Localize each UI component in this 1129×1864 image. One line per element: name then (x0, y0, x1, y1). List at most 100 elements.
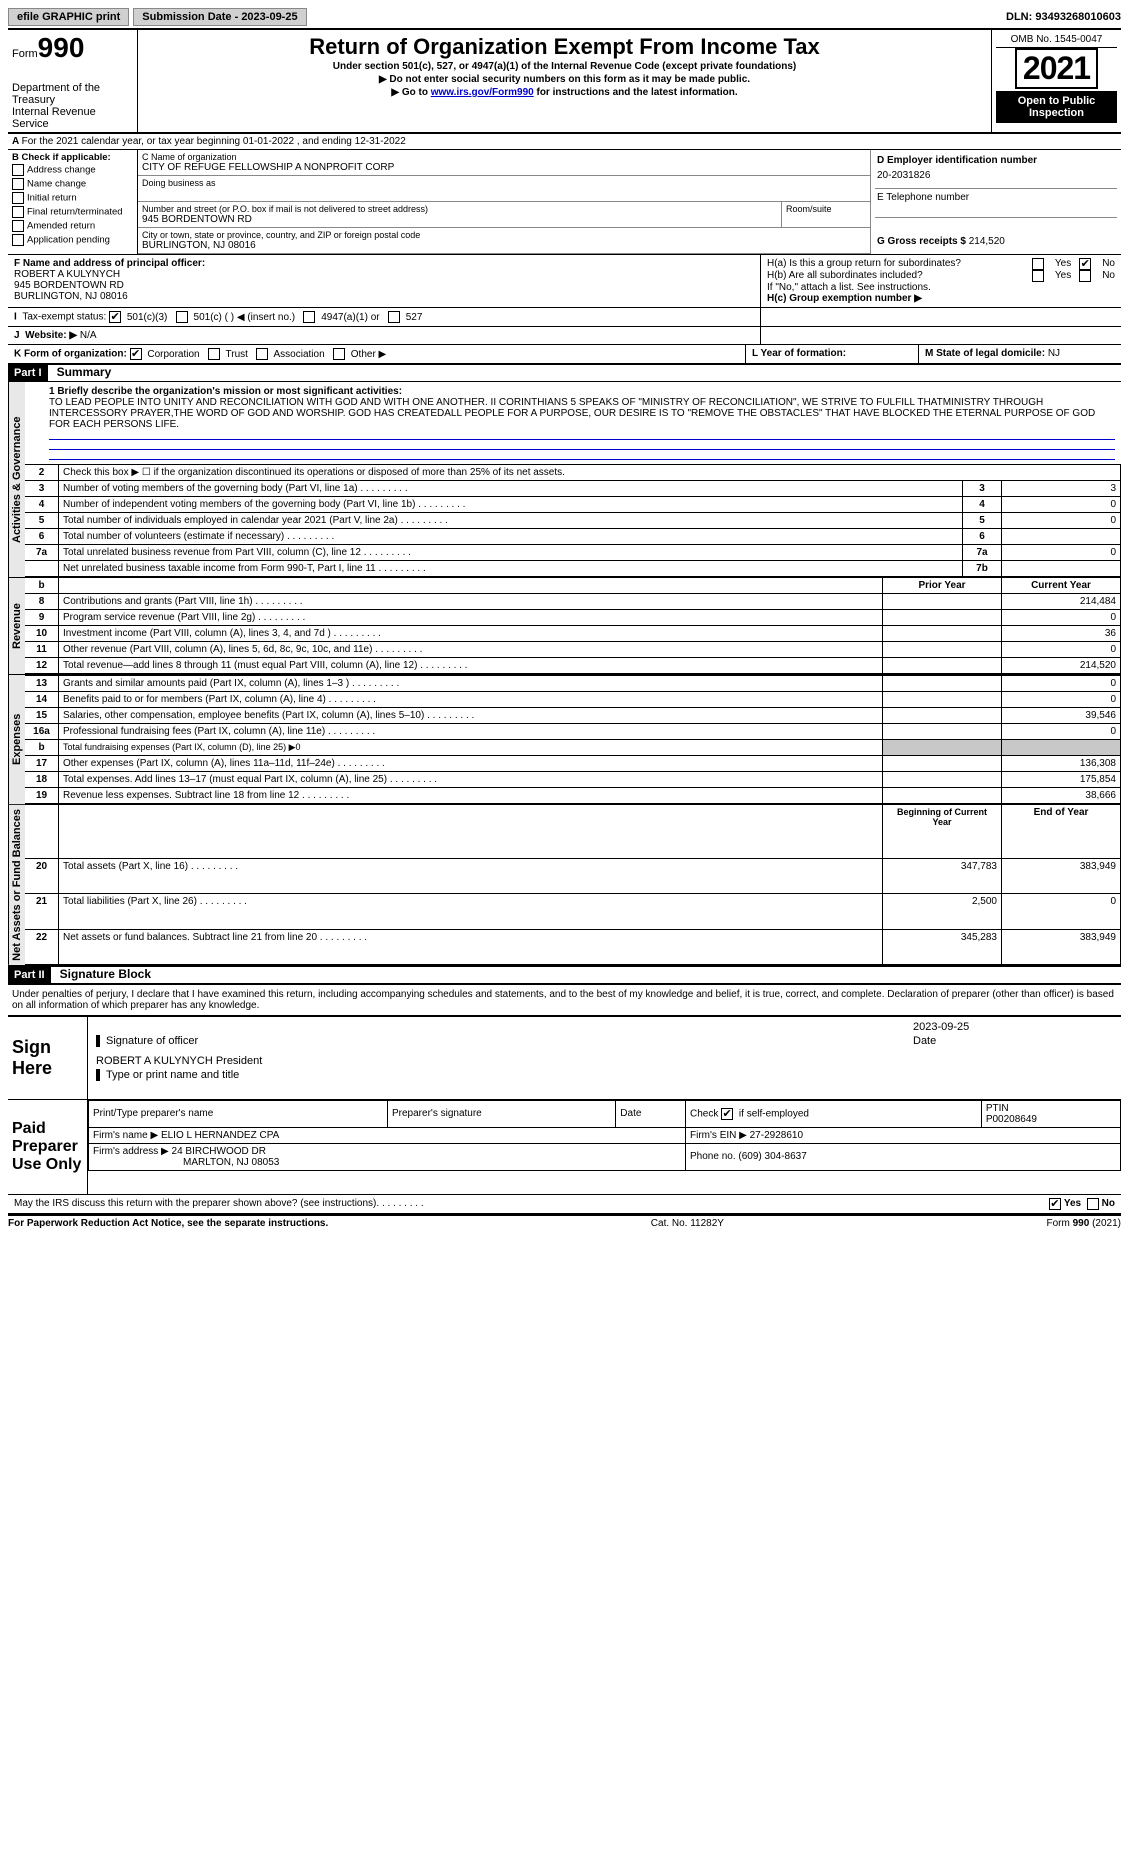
open-public-badge: Open to Public Inspection (996, 91, 1117, 123)
k-cb[interactable] (130, 348, 142, 360)
b-cb[interactable] (12, 206, 24, 218)
irs-link[interactable]: www.irs.gov/Form990 (431, 87, 534, 98)
form-prefix: Form (12, 48, 38, 60)
sig-name-value: ROBERT A KULYNYCH President (96, 1055, 1113, 1067)
prep-date-hdr: Date (616, 1100, 686, 1127)
vert-activities: Activities & Governance (8, 382, 25, 577)
mission-label: 1 Briefly describe the organization's mi… (49, 386, 402, 397)
efile-button[interactable]: efile GRAPHIC print (8, 8, 129, 26)
j-label: Website: ▶ (25, 330, 77, 341)
ha-label: H(a) Is this a group return for subordin… (767, 258, 1024, 270)
irs-text: Internal Revenue Service (12, 106, 133, 130)
cat-number: Cat. No. 11282Y (651, 1218, 724, 1229)
i-label: Tax-exempt status: (22, 312, 106, 323)
b-checkbox-item: Initial return (12, 191, 133, 205)
preparer-block: Paid Preparer Use Only Print/Type prepar… (8, 1099, 1121, 1194)
firm-phone-row: Phone no. (609) 304-8637 (686, 1143, 1121, 1170)
vert-netassets: Net Assets or Fund Balances (8, 805, 25, 965)
i-cb[interactable] (303, 311, 315, 323)
form-title: Return of Organization Exempt From Incom… (138, 30, 991, 60)
dln-text: DLN: 93493268010603 (1006, 11, 1121, 23)
b-checkbox-item: Name change (12, 177, 133, 191)
selfemp-cb[interactable] (721, 1108, 733, 1120)
m-label: M State of legal domicile: (925, 348, 1045, 359)
sign-here-label: Sign Here (8, 1017, 88, 1099)
b-cb[interactable] (12, 234, 24, 246)
mission-text: TO LEAD PEOPLE INTO UNITY AND RECONCILIA… (49, 397, 1095, 430)
i-cb[interactable] (388, 311, 400, 323)
vert-revenue: Revenue (8, 578, 25, 674)
section-c: C Name of organizationCITY OF REFUGE FEL… (138, 150, 871, 254)
summary-activities-table: 2Check this box ▶ ☐ if the organization … (25, 464, 1121, 577)
ha-no-cb[interactable] (1079, 258, 1091, 270)
b-checkbox-item: Final return/terminated (12, 205, 133, 219)
ein-value: 20-2031826 (877, 166, 1115, 185)
officer-name: ROBERT A KULYNYCH (14, 269, 120, 280)
gross-value: 214,520 (969, 236, 1005, 247)
submission-button[interactable]: Submission Date - 2023-09-25 (133, 8, 306, 26)
city-label: City or town, state or province, country… (142, 230, 866, 240)
b-cb[interactable] (12, 192, 24, 204)
subtitle-1: Under section 501(c), 527, or 4947(a)(1)… (138, 60, 991, 73)
b-header: B Check if applicable: (12, 152, 133, 163)
l-label: L Year of formation: (752, 348, 846, 359)
part1-header: Part I Summary (8, 365, 1121, 382)
b-checkbox-item: Address change (12, 163, 133, 177)
firm-addr-row: Firm's address ▶ 24 BIRCHWOOD DRMARLTON,… (89, 1143, 686, 1170)
hb-label: H(b) Are all subordinates included? (767, 270, 1024, 282)
f-label: F Name and address of principal officer: (14, 258, 205, 269)
c-name-label: C Name of organization (142, 152, 866, 162)
section-f: F Name and address of principal officer:… (8, 255, 761, 307)
section-h: H(a) Is this a group return for subordin… (761, 255, 1121, 307)
subtitle-2: ▶ Do not enter social security numbers o… (138, 73, 991, 86)
prep-sig-hdr: Preparer's signature (388, 1100, 616, 1127)
prep-selfemp: Check if self-employed (686, 1100, 982, 1127)
ha-yes-cb[interactable] (1032, 258, 1044, 270)
hc-label: H(c) Group exemption number ▶ (767, 293, 922, 304)
omb-number: OMB No. 1545-0047 (996, 32, 1117, 48)
website-value: N/A (80, 330, 97, 341)
discuss-no-cb[interactable] (1087, 1198, 1099, 1210)
section-deg: D Employer identification number20-20318… (871, 150, 1121, 254)
org-name: CITY OF REFUGE FELLOWSHIP A NONPROFIT CO… (142, 162, 866, 173)
officer-city: BURLINGTON, NJ 08016 (14, 291, 128, 302)
section-b: B Check if applicable: Address changeNam… (8, 150, 138, 254)
vert-expenses: Expenses (8, 675, 25, 804)
tax-year: 2021 (1015, 48, 1098, 89)
sig-declaration: Under penalties of perjury, I declare th… (8, 984, 1121, 1015)
dba-label: Doing business as (142, 178, 866, 188)
form-number: 990 (38, 32, 85, 63)
b-cb[interactable] (12, 178, 24, 190)
part1-badge: Part I (8, 365, 48, 381)
h-note: If "No," attach a list. See instructions… (767, 282, 1115, 293)
footer: For Paperwork Reduction Act Notice, see … (8, 1215, 1121, 1229)
pra-notice: For Paperwork Reduction Act Notice, see … (8, 1218, 328, 1229)
i-cb[interactable] (109, 311, 121, 323)
prep-ptin: PTINP00208649 (981, 1100, 1120, 1127)
k-cb[interactable] (333, 348, 345, 360)
preparer-label: Paid Preparer Use Only (8, 1100, 88, 1194)
discuss-yes-cb[interactable] (1049, 1198, 1061, 1210)
sig-date-value: 2023-09-25 (913, 1021, 1113, 1033)
k-cb[interactable] (256, 348, 268, 360)
hb-yes-cb[interactable] (1032, 270, 1044, 282)
b-cb[interactable] (12, 220, 24, 232)
b-cb[interactable] (12, 164, 24, 176)
i-cb[interactable] (176, 311, 188, 323)
revenue-table: bPrior YearCurrent Year8Contributions an… (25, 578, 1121, 674)
phone-label: E Telephone number (877, 192, 969, 203)
b-checkbox-item: Amended return (12, 219, 133, 233)
gross-label: G Gross receipts $ (877, 236, 966, 247)
irs-discuss-row: May the IRS discuss this return with the… (8, 1194, 1121, 1215)
k-label: K Form of organization: (14, 349, 127, 360)
dept-treasury: Department of the Treasury (12, 82, 133, 106)
preparer-table: Print/Type preparer's name Preparer's si… (88, 1100, 1121, 1171)
irs-discuss-text: May the IRS discuss this return with the… (14, 1198, 376, 1210)
hb-no-cb[interactable] (1079, 270, 1091, 282)
form-footer: Form 990 (2021) (1047, 1218, 1121, 1229)
room-label: Room/suite (786, 204, 866, 214)
info-grid: B Check if applicable: Address changeNam… (8, 150, 1121, 255)
form-header: Form990 Department of the Treasury Inter… (8, 30, 1121, 134)
top-bar: efile GRAPHIC print Submission Date - 20… (8, 8, 1121, 30)
k-cb[interactable] (208, 348, 220, 360)
